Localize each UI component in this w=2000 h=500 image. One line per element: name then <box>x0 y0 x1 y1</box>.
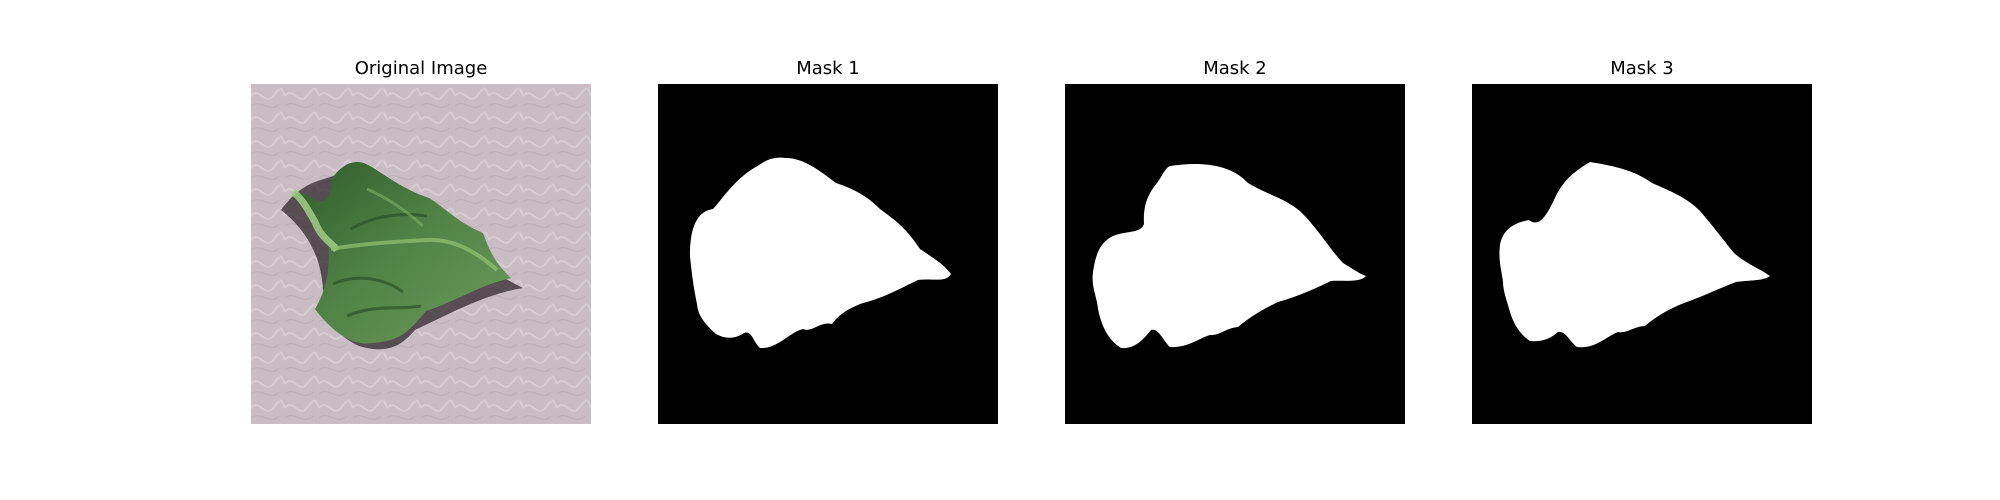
mask-1-image <box>658 84 998 424</box>
original-image <box>251 84 591 424</box>
mask-3-region <box>1499 162 1770 348</box>
mask-3-title: Mask 3 <box>1610 58 1674 79</box>
mask-1-panel: Mask 1 <box>658 0 998 500</box>
mask-3-panel: Mask 3 <box>1472 0 1812 500</box>
original-image-panel: Original Image <box>251 0 591 500</box>
mask-1-title: Mask 1 <box>796 58 860 79</box>
mask-1-region <box>690 157 951 349</box>
mask-3-image <box>1472 84 1812 424</box>
mask-2-title: Mask 2 <box>1203 58 1267 79</box>
mask-2-region <box>1092 163 1366 349</box>
mask-2-panel: Mask 2 <box>1065 0 1405 500</box>
mask-2-image <box>1065 84 1405 424</box>
leaf <box>293 161 511 344</box>
original-image-title: Original Image <box>354 58 488 79</box>
